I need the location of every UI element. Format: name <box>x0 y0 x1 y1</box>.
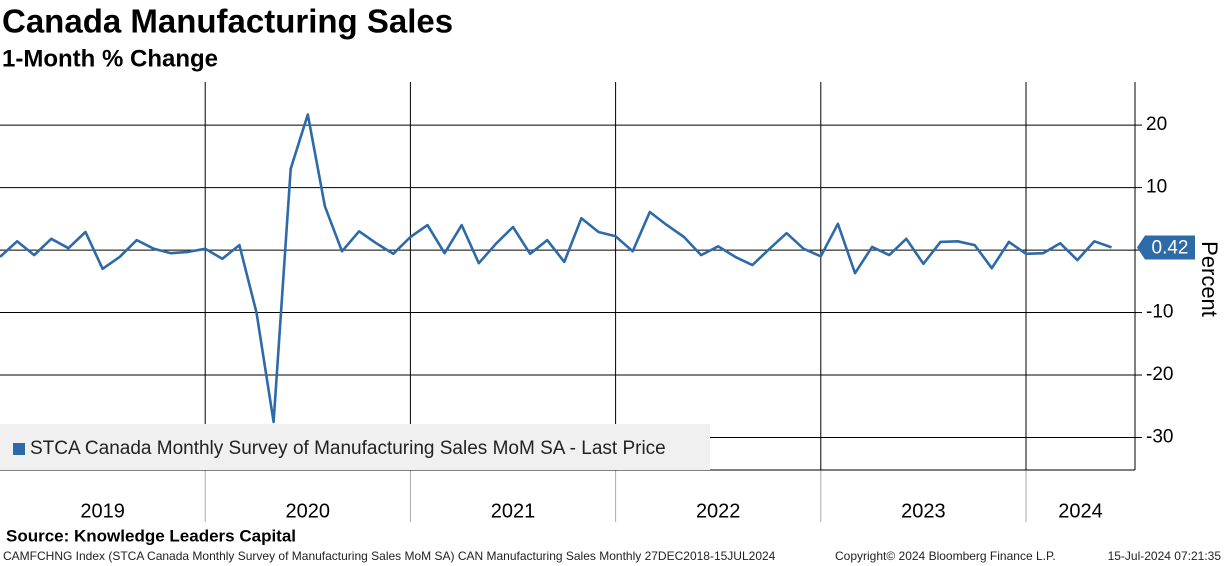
footer: CAMFCHNG Index (STCA Canada Monthly Surv… <box>3 549 776 563</box>
x-tick-label: 2024 <box>1058 500 1103 522</box>
x-tick-label: 2019 <box>80 500 125 522</box>
legend-box <box>0 424 710 470</box>
y-tick-label: 20 <box>1146 114 1167 135</box>
last-price-tag <box>1137 235 1195 260</box>
footer-copyright: Copyright© 2024 Bloomberg Finance L.P. <box>835 549 1056 563</box>
y-axis-label: Percent <box>1197 241 1222 317</box>
y-tick-label: -10 <box>1146 302 1173 323</box>
legend-label: STCA Canada Monthly Survey of Manufactur… <box>30 438 666 459</box>
chart-title: Canada Manufacturing Sales <box>2 3 453 40</box>
x-tick-label: 2020 <box>286 500 331 522</box>
footer-date: 15-Jul-2024 07:21:35 <box>1108 549 1222 563</box>
y-tick-label: -30 <box>1146 427 1173 448</box>
y-tick-label: -20 <box>1146 364 1173 385</box>
y-tick-label: 10 <box>1146 177 1167 198</box>
last-price-label: 0.42 <box>1152 237 1189 258</box>
x-tick-label: 2022 <box>696 500 741 522</box>
source: Source: Knowledge Leaders Capital <box>6 526 296 545</box>
series-line <box>0 113 1112 424</box>
x-tick-label: 2021 <box>491 500 536 522</box>
x-tick-label: 2023 <box>901 500 946 522</box>
chart-subtitle: 1-Month % Change <box>2 45 218 72</box>
legend-swatch <box>13 443 25 455</box>
